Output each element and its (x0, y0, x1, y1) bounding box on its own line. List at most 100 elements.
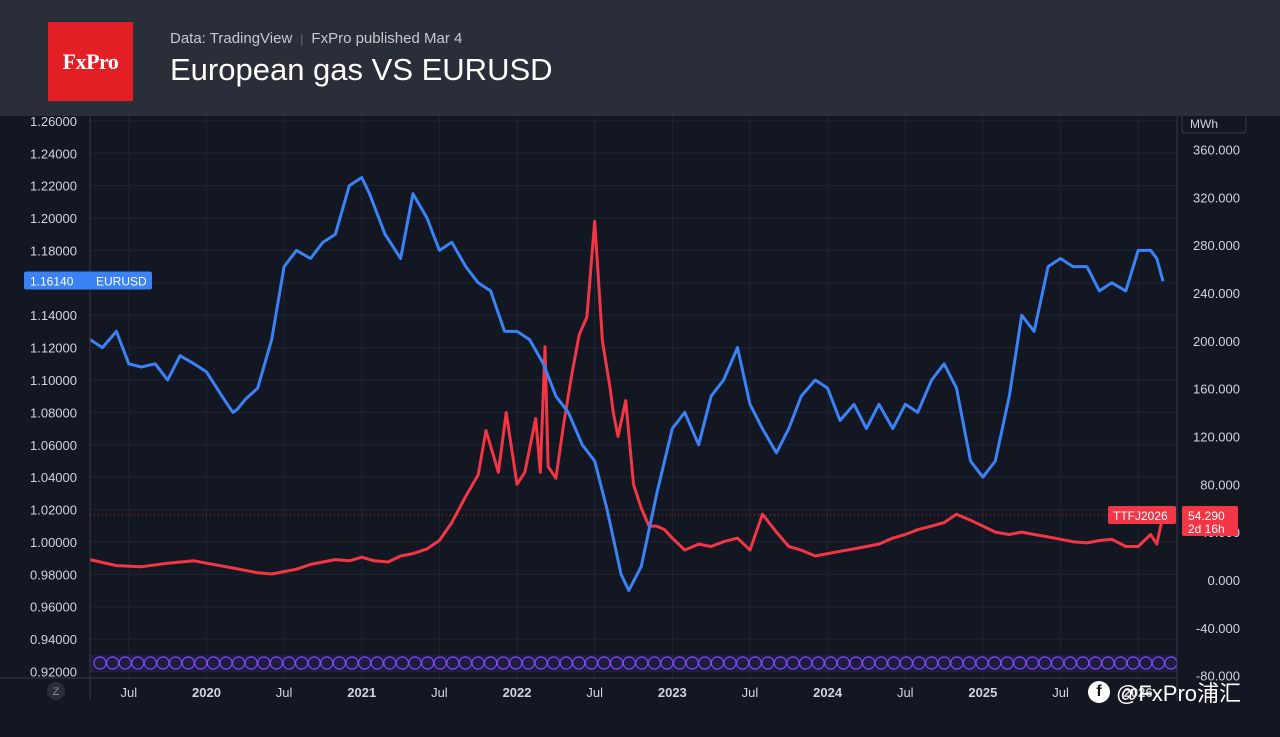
gas-series-label: TTFJ2026 (1113, 509, 1168, 523)
pattern-mark (824, 656, 838, 670)
pattern-mark (609, 656, 624, 670)
left-tick-label: 0.98000 (30, 567, 77, 582)
pattern-mark (332, 656, 346, 670)
pattern-mark (118, 656, 132, 670)
pattern-mark (572, 656, 586, 670)
time-tick-label: Jul (121, 685, 138, 700)
pattern-mark (358, 656, 372, 670)
left-tick-label: 1.08000 (30, 405, 77, 420)
pattern-mark (269, 656, 283, 670)
watermark-text: @FxPro浦汇 (1116, 681, 1242, 706)
pattern-mark (735, 656, 750, 670)
header-bar: FxPro Data: TradingView | FxPro published … (0, 0, 1280, 116)
pattern-mark (257, 656, 271, 670)
pattern-mark (672, 656, 687, 670)
pattern-mark (798, 656, 813, 670)
left-tick-label: 0.92000 (30, 665, 77, 680)
series-lines (89, 176, 1165, 592)
left-tick-label: 1.22000 (30, 179, 77, 194)
left-tick-label: 1.00000 (30, 535, 77, 550)
right-tick-label: 0.000 (1207, 573, 1240, 588)
right-tick-label: -80.000 (1196, 669, 1240, 684)
time-tick-label: 2023 (658, 685, 687, 700)
pattern-mark (219, 656, 233, 670)
time-tick-label: Jul (431, 685, 448, 700)
pattern-mark (635, 656, 649, 670)
right-tick-label: 320.000 (1193, 190, 1240, 205)
time-tick-label: 2020 (192, 685, 221, 700)
pattern-mark (484, 656, 498, 670)
pattern-mark (1126, 656, 1140, 670)
pattern-strip-bg (90, 655, 1177, 671)
pattern-mark (861, 656, 876, 670)
gas-price-badge (1182, 506, 1238, 537)
pattern-mark (1063, 656, 1077, 670)
time-tick-label: 2021 (347, 685, 376, 700)
eurusd-series-label: EURUSD (96, 275, 147, 289)
pattern-mark (345, 656, 359, 670)
pattern-mark (156, 656, 170, 670)
pattern-mark (181, 656, 195, 670)
pattern-mark (383, 656, 397, 670)
time-axis: Jul 2020 Jul 2021 Jul 2022 Jul 2023 Jul 2024 Jul 20… (0, 677, 1177, 700)
left-tick-label: 1.18000 (30, 243, 77, 258)
chart-svg[interactable]: 1.260001.240001.220001.200001.180001.160… (0, 112, 1280, 732)
time-tick-label: 2025 (968, 685, 997, 700)
left-tick-label: 1.26000 (30, 116, 77, 129)
right-tick-label: 240.000 (1193, 286, 1240, 301)
pattern-mark (408, 656, 422, 670)
watermark: f @FxPro浦汇 (1088, 676, 1241, 708)
eurusd-price-badge (24, 271, 152, 290)
right-tick-label: -40.000 (1196, 621, 1240, 636)
right-tick-label: 80.000 (1200, 477, 1240, 492)
data-source: Data: TradingView (170, 30, 293, 47)
time-tick-label: Jul (1052, 685, 1069, 700)
right-tick-label: 160.000 (1193, 382, 1240, 397)
bottom-pattern-strip (90, 655, 1178, 671)
separator: | (300, 32, 304, 46)
left-tick-label: 1.24000 (30, 146, 77, 161)
time-tick-label: Jul (897, 685, 914, 700)
eurusd-series-line (89, 176, 1165, 592)
pattern-mark (698, 656, 712, 670)
left-tick-label: 1.04000 (30, 470, 77, 485)
pattern-mark (395, 656, 409, 670)
left-tick-label: 0.96000 (30, 600, 77, 615)
gas-countdown-label: 2d 16h (1188, 522, 1225, 536)
fxpro-logo: FxPro (48, 22, 133, 101)
left-tick-label: 1.14000 (30, 308, 77, 323)
pattern-mark (282, 656, 296, 670)
eurusd-price-label: 1.16140 (30, 275, 74, 289)
facebook-icon: f (1088, 681, 1110, 703)
pattern-mark (761, 656, 775, 670)
pattern-mark (320, 656, 334, 670)
time-tick-label: 2024 (813, 685, 843, 700)
left-tick-label: 1.02000 (30, 503, 77, 518)
pattern-mark (471, 656, 485, 670)
right-tick-label: 200.000 (1193, 334, 1240, 349)
left-tick-label: 0.94000 (30, 632, 77, 647)
pattern-mark (458, 656, 472, 670)
right-tick-label: 120.000 (1193, 429, 1240, 444)
time-tick-label: 2022 (503, 685, 532, 700)
source-line: Data: TradingView | FxPro published Mar 4 (170, 30, 462, 47)
pattern-mark (950, 656, 964, 670)
time-tick-label: Jul (586, 685, 603, 700)
pattern-mark (546, 656, 561, 670)
pattern-mark (295, 656, 309, 670)
gas-price-label: 54.290 (1188, 509, 1225, 523)
gas-series-line (89, 219, 1165, 576)
right-axis: MWh 360.000 320.000 280.000 240.000 200.000 16… (1176, 112, 1247, 700)
published-date: FxPro published Mar 4 (311, 30, 463, 47)
pattern-mark (446, 656, 460, 670)
grid-lines (90, 116, 1177, 678)
pattern-mark (509, 656, 523, 670)
gas-name-badge (1108, 506, 1176, 525)
left-tick-label: 1.20000 (30, 211, 77, 226)
chart-title: European gas VS EURUSD (170, 52, 553, 87)
scale-button (47, 682, 65, 700)
chart-area[interactable]: 1.260001.240001.220001.200001.180001.160… (0, 112, 1280, 732)
unit-label: MWh (1190, 117, 1218, 131)
time-tick-label: Jul (742, 685, 759, 700)
